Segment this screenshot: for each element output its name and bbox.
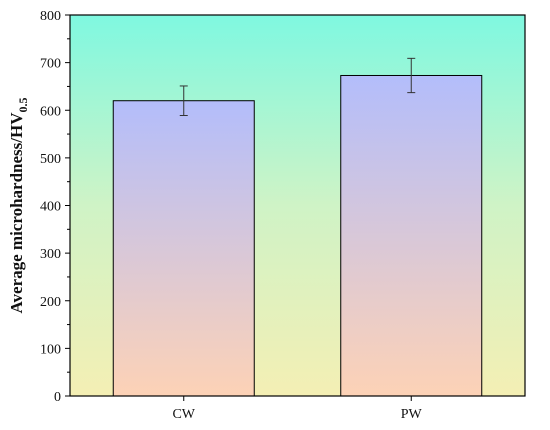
error-bars-group [179,57,416,116]
bars-group [112,74,483,397]
y-axis-title-main: Average microhardness/HV [7,112,26,314]
y-tick-label: 200 [40,295,61,310]
bar-pw [340,74,483,397]
error-bar-pw [407,57,416,94]
y-tick-label: 0 [54,390,61,405]
y-tick-label: 700 [40,57,61,72]
x-axis: CW PW [172,396,423,422]
error-bar-cw [179,85,188,116]
y-tick-label: 800 [40,9,61,24]
y-tick-label: 300 [40,247,61,262]
y-tick-label: 100 [40,342,61,357]
y-axis: 0 100 200 300 400 500 600 700 800 [40,9,70,405]
x-tick-label: CW [172,407,195,422]
x-tick-label: PW [401,407,423,422]
y-tick-label: 500 [40,152,61,167]
y-axis-title: Average microhardness/HV0.5 [7,98,30,314]
bar-cw [112,100,255,397]
y-axis-title-subscript: 0.5 [16,98,30,113]
y-tick-label: 400 [40,200,61,215]
y-tick-label: 600 [40,104,61,119]
